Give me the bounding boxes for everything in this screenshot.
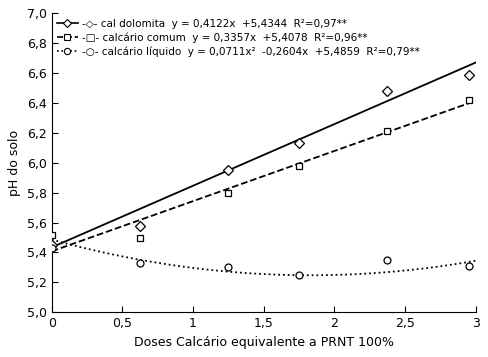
- Legend: -◇- cal dolomita  y = 0,4122x  +5,4344  R²=0,97**, -□- calcário comum  y = 0,335: -◇- cal dolomita y = 0,4122x +5,4344 R²=…: [55, 16, 422, 59]
- Y-axis label: pH do solo: pH do solo: [8, 130, 21, 196]
- X-axis label: Doses Calcário equivalente a PRNT 100%: Doses Calcário equivalente a PRNT 100%: [134, 336, 394, 349]
